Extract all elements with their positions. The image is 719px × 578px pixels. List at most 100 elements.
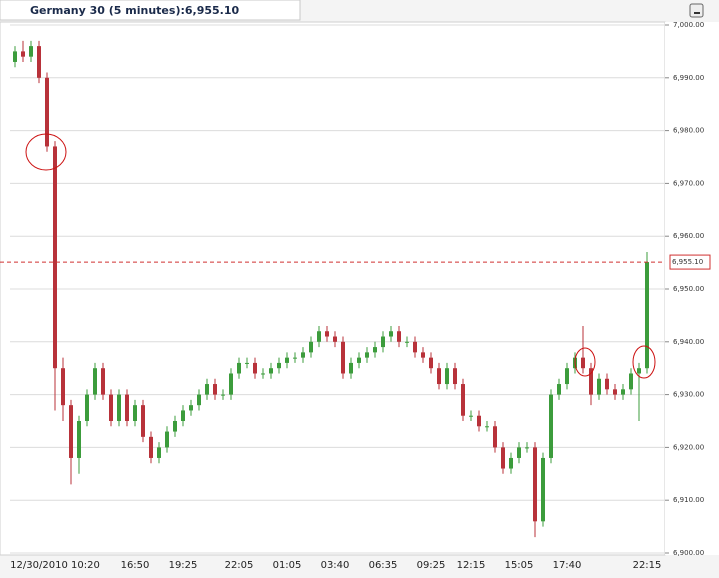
x-tick-label: 06:35 xyxy=(369,560,398,571)
candle-body xyxy=(341,341,345,374)
y-tick-label: 6,960.00 xyxy=(673,232,704,240)
y-tick-label: 6,920.00 xyxy=(673,443,704,451)
candle-body xyxy=(149,436,153,458)
candle-body xyxy=(501,447,505,469)
candle-body xyxy=(141,405,145,437)
marks: 6,900.00 6,910.00 6,920.00 6,930.00 6,940.00… xyxy=(0,21,711,571)
candle-body xyxy=(389,331,393,337)
candle-body xyxy=(365,352,369,358)
candle-body xyxy=(333,336,337,342)
candle-body xyxy=(61,368,65,406)
candle-body xyxy=(125,394,129,421)
candle-body xyxy=(517,447,521,458)
y-tick-label: 6,940.00 xyxy=(673,338,704,346)
candle-body xyxy=(509,457,513,469)
y-tick-label: 6,910.00 xyxy=(673,496,704,504)
candle-body xyxy=(413,341,417,353)
candle-body xyxy=(221,394,225,396)
candle-body xyxy=(317,331,321,342)
candle-body xyxy=(437,368,441,385)
x-tick-label: 16:50 xyxy=(121,560,150,571)
candle-body xyxy=(133,405,137,421)
x-tick-label: 19:25 xyxy=(169,560,198,571)
candle-body xyxy=(245,362,249,364)
candle-body xyxy=(253,362,257,374)
title-tab xyxy=(0,0,301,21)
y-tick-label: 6,990.00 xyxy=(673,74,704,82)
candle-body xyxy=(453,368,457,385)
candle-body xyxy=(205,384,209,395)
candle-body xyxy=(237,362,241,374)
candle-body xyxy=(493,426,497,448)
candle-body xyxy=(605,378,609,390)
candle-body xyxy=(445,368,449,385)
x-tick-label: 12/30/2010 10:20 xyxy=(10,560,100,571)
candle-body xyxy=(173,421,177,432)
minimize-button[interactable] xyxy=(689,3,704,18)
x-tick-label: 01:05 xyxy=(273,560,302,571)
candle-body xyxy=(645,262,649,369)
candle-body xyxy=(261,373,265,375)
candle-body xyxy=(45,77,49,147)
candle-body xyxy=(381,336,385,348)
candle-body xyxy=(117,394,121,421)
candle-body xyxy=(629,373,633,390)
candle-body xyxy=(53,146,57,369)
candle-body xyxy=(421,352,425,358)
y-axis-area xyxy=(665,22,719,555)
candle-body xyxy=(621,389,625,395)
x-tick-label: 22:05 xyxy=(225,560,254,571)
candle-body xyxy=(397,331,401,342)
candle-body xyxy=(21,51,25,57)
candle-body xyxy=(93,368,97,395)
candle-body xyxy=(269,368,273,374)
candle-body xyxy=(285,357,289,363)
candle-body xyxy=(637,368,641,374)
candle-body xyxy=(565,368,569,385)
y-tick-label: 6,900.00 xyxy=(673,549,704,557)
candle-body xyxy=(613,389,617,395)
candle-body xyxy=(485,426,489,428)
x-tick-label: 22:15 xyxy=(633,560,662,571)
candle-body xyxy=(85,394,89,421)
candle-body xyxy=(477,415,481,427)
annotation-circle xyxy=(632,345,656,379)
candle-body xyxy=(349,362,353,374)
candle-body xyxy=(37,46,41,78)
candle-body xyxy=(469,415,473,417)
x-tick-label: 09:25 xyxy=(417,560,446,571)
annotation-circle xyxy=(25,133,67,171)
y-tick-label: 6,950.00 xyxy=(673,285,704,293)
candle-body xyxy=(165,431,169,448)
candle-body xyxy=(525,447,529,449)
x-tick-label: 03:40 xyxy=(321,560,350,571)
candle-body xyxy=(101,368,105,395)
candle-body xyxy=(213,384,217,395)
candle-body xyxy=(557,384,561,395)
candle-body xyxy=(373,347,377,353)
y-tick-label: 6,970.00 xyxy=(673,179,704,187)
candle-body xyxy=(541,457,545,522)
candle-body xyxy=(197,394,201,406)
x-tick-label: 15:05 xyxy=(505,560,534,571)
candle-body xyxy=(589,368,593,395)
candle-body xyxy=(581,357,585,369)
candle-body xyxy=(293,357,297,359)
candle-body xyxy=(229,373,233,395)
y-tick-label: 6,980.00 xyxy=(673,127,704,135)
candle-body xyxy=(597,378,601,395)
candle-body xyxy=(549,394,553,458)
candle-body xyxy=(181,410,185,421)
candle-body xyxy=(533,447,537,522)
annotation-circle xyxy=(574,347,596,377)
candle-body xyxy=(429,357,433,369)
candle-body xyxy=(69,405,73,458)
y-tick-label: 6,930.00 xyxy=(673,391,704,399)
candle-body xyxy=(157,447,161,458)
candle-body xyxy=(461,384,465,416)
x-tick-label: 17:40 xyxy=(553,560,582,571)
candle-body xyxy=(357,357,361,363)
candle-body xyxy=(77,421,81,458)
candle-body xyxy=(309,341,313,353)
